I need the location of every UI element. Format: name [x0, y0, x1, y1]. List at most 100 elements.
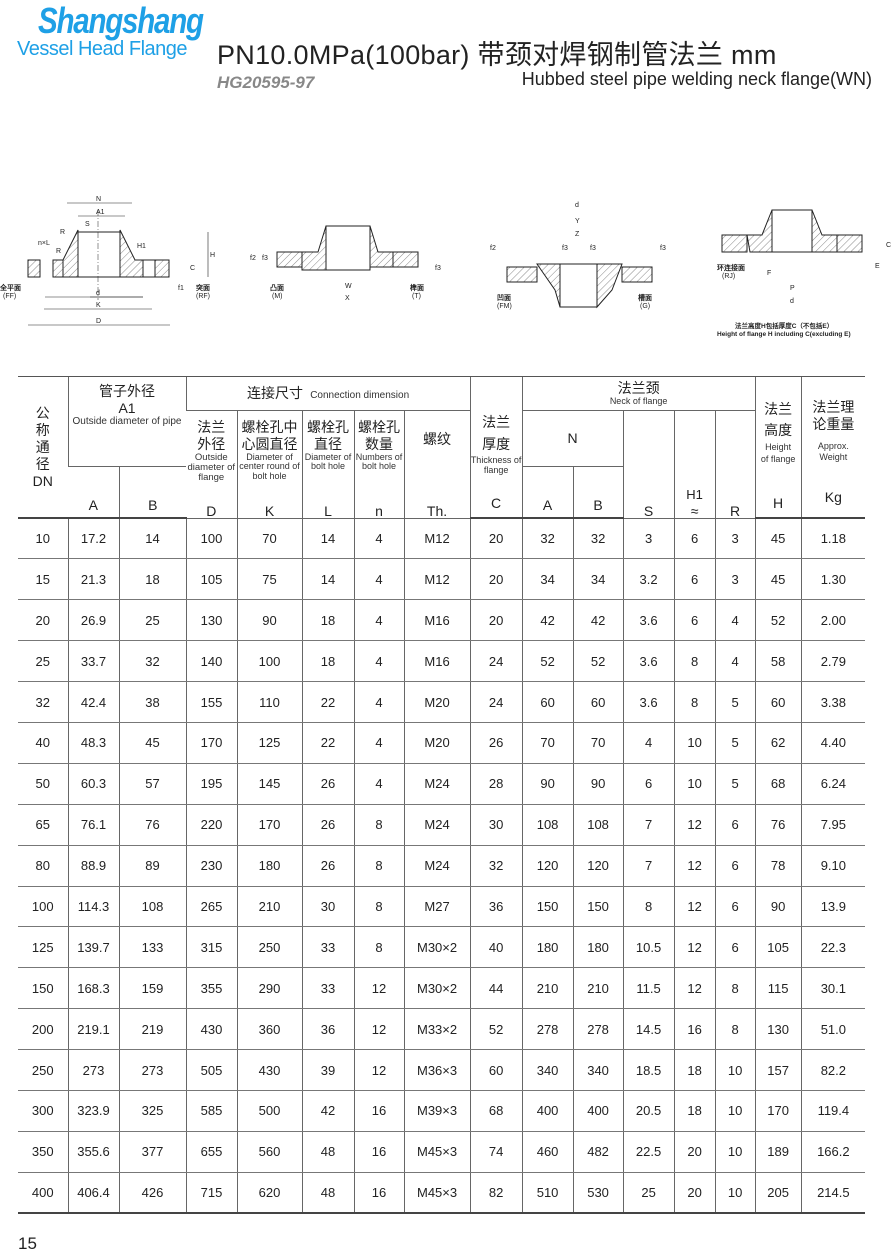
- svg-text:凸面: 凸面: [270, 284, 284, 292]
- svg-text:(RJ): (RJ): [722, 273, 735, 280]
- svg-text:n×L: n×L: [38, 240, 50, 247]
- diagram-m-t: [276, 225, 419, 271]
- svg-text:R: R: [56, 248, 61, 255]
- svg-text:X: X: [345, 295, 350, 302]
- table-cell: 4: [714, 599, 756, 642]
- table-cell: 25: [622, 1172, 675, 1215]
- table-cell: M24: [403, 845, 471, 887]
- header-pipe-od: 管子外径: [99, 383, 155, 399]
- table-cell: 33: [301, 967, 355, 1010]
- table-cell: M24: [403, 804, 471, 846]
- table-cell: 100: [18, 886, 68, 928]
- table-cell: 14: [118, 518, 187, 560]
- svg-text:R: R: [60, 229, 65, 236]
- table-cell: 133: [118, 926, 187, 969]
- table-cell: M16: [403, 599, 471, 642]
- table-cell: 250: [18, 1049, 68, 1091]
- table-cell: 74: [469, 1131, 523, 1173]
- table-cell: 430: [236, 1049, 303, 1091]
- table-cell: 11.5: [622, 967, 675, 1010]
- table-cell: 12: [353, 1008, 405, 1051]
- table-cell: 25: [118, 599, 187, 642]
- table-cell: 78: [754, 845, 802, 887]
- table-cell: 10: [673, 722, 716, 764]
- flange-diagrams: NA1 SR n×LR H1H Cf1 dK D 全平面(FF) 突面(RF) …: [0, 196, 891, 338]
- table-cell: 4: [353, 599, 405, 642]
- table-cell: 6: [714, 845, 756, 887]
- table-cell: 10: [714, 1049, 756, 1091]
- svg-text:榫面: 榫面: [410, 283, 424, 292]
- table-cell: 505: [185, 1049, 238, 1091]
- table-cell: 105: [754, 926, 802, 969]
- table-cell: 250: [236, 926, 303, 969]
- svg-text:(T): (T): [412, 293, 421, 300]
- table-cell: 25: [18, 640, 68, 683]
- table-cell: 7: [622, 804, 675, 846]
- table-cell: 265: [185, 886, 238, 928]
- svg-text:全平面: 全平面: [0, 283, 21, 292]
- table-cell: 28: [469, 763, 523, 805]
- table-cell: 460: [521, 1131, 574, 1173]
- svg-text:法兰高度H包括厚度C（不包括E）: 法兰高度H包括厚度C（不包括E）: [735, 321, 833, 330]
- table-cell: 5: [714, 722, 756, 764]
- table-cell: 32: [118, 640, 187, 683]
- table-cell: M12: [403, 518, 471, 560]
- table-cell: 4: [353, 518, 405, 560]
- table-cell: 6: [673, 599, 716, 642]
- table-cell: 90: [521, 763, 574, 805]
- table-cell: 130: [754, 1008, 802, 1051]
- table-cell: 140: [185, 640, 238, 683]
- table-cell: M36×3: [403, 1049, 471, 1091]
- table-cell: 4: [353, 722, 405, 764]
- table-cell: 21.3: [67, 558, 119, 601]
- table-cell: M20: [403, 681, 471, 723]
- table-cell: 2.79: [800, 640, 866, 683]
- svg-text:突面: 突面: [196, 283, 210, 292]
- table-cell: 30.1: [800, 967, 866, 1010]
- table-cell: 120: [521, 845, 574, 887]
- table-cell: 108: [521, 804, 574, 846]
- table-cell: 38: [118, 681, 187, 723]
- standard-code: HG20595-97: [217, 73, 315, 92]
- svg-text:f2: f2: [490, 245, 496, 252]
- table-cell: 219: [118, 1008, 187, 1051]
- table-cell: 8: [353, 845, 405, 887]
- table-row: 15 21.3 18 105 75 14 4 M12 20 34 34 3.2 6 3 45 1.30: [18, 558, 866, 601]
- table-cell: 400: [572, 1090, 624, 1132]
- svg-text:f1: f1: [178, 285, 184, 292]
- table-cell: 3.6: [622, 599, 675, 642]
- table-row: 40 48.3 45 170 125 22 4 M20 26 70 70 4 10 5 62 4.40: [18, 722, 866, 764]
- table-cell: 22.5: [622, 1131, 675, 1173]
- table-cell: 108: [572, 804, 624, 846]
- table-cell: 14: [301, 558, 355, 601]
- table-cell: 355: [185, 967, 238, 1010]
- svg-text:f3: f3: [435, 265, 441, 272]
- table-cell: 32: [572, 518, 624, 560]
- header-n-cn: 螺栓孔数量: [358, 419, 401, 452]
- svg-text:H: H: [210, 252, 215, 259]
- table-cell: 65: [18, 804, 68, 846]
- diagram-fm-g: [506, 263, 653, 309]
- table-cell: 715: [185, 1172, 238, 1215]
- table-cell: 400: [18, 1172, 68, 1215]
- table-cell: 68: [754, 763, 802, 805]
- table-cell: 323.9: [67, 1090, 119, 1132]
- table-cell: 8: [714, 1008, 756, 1051]
- table-cell: 50: [18, 763, 68, 805]
- table-cell: 16: [353, 1090, 405, 1132]
- table-cell: 82.2: [800, 1049, 866, 1091]
- table-cell: 273: [118, 1049, 187, 1091]
- table-cell: 52: [572, 640, 624, 683]
- table-cell: 26.9: [67, 599, 119, 642]
- table-cell: 2.00: [800, 599, 866, 642]
- header-r: R: [730, 502, 741, 519]
- table-cell: 12: [353, 1049, 405, 1091]
- table-cell: 3: [622, 518, 675, 560]
- table-cell: 10.5: [622, 926, 675, 969]
- header-n: n: [375, 502, 383, 519]
- svg-text:f3: f3: [562, 245, 568, 252]
- table-cell: 3: [714, 558, 756, 601]
- table-cell: 6.24: [800, 763, 866, 805]
- table-cell: 340: [521, 1049, 574, 1091]
- table-row: 20 26.9 25 130 90 18 4 M16 20 42 42 3.6 6 4 52 2.00: [18, 599, 866, 642]
